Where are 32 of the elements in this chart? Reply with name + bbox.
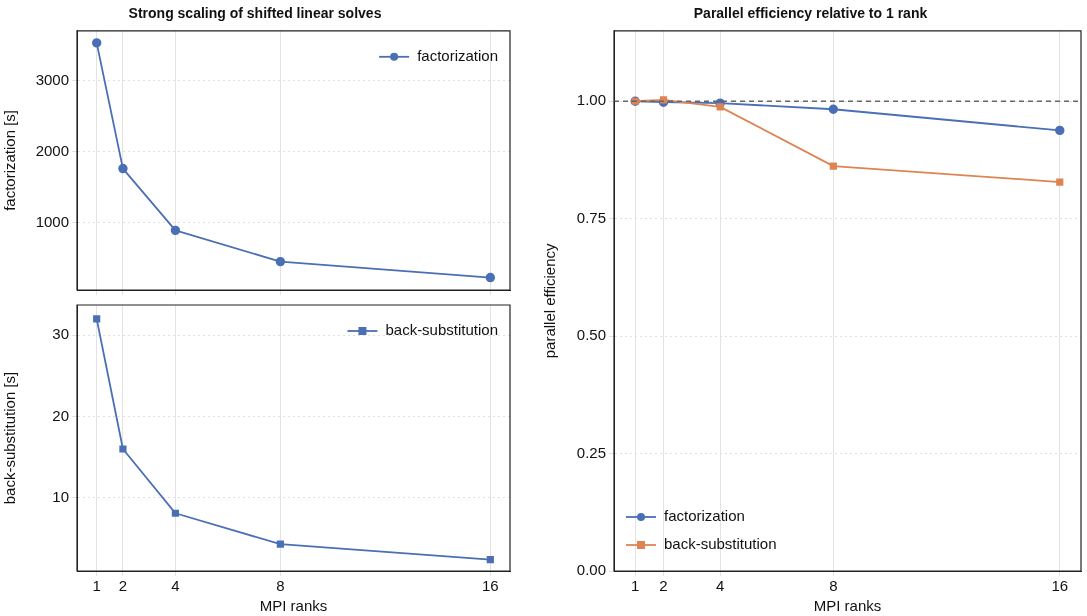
legend-label: factorization — [417, 46, 498, 64]
y-tick-label: 2000 — [35, 141, 69, 159]
x-tick-label: 4 — [171, 577, 180, 595]
y-axis-title: back-substitution [s] — [1, 371, 19, 505]
x-tick-label: 4 — [715, 577, 725, 595]
y-tick-label: 0.00 — [576, 561, 606, 579]
x-tick-label: 1 — [92, 577, 101, 595]
y-tick-label: 1000 — [35, 212, 69, 230]
y-tick-label: 10 — [52, 487, 69, 505]
chart-title: Strong scaling of shifted linear solves — [128, 5, 382, 22]
y-axis-title: parallel efficiency — [541, 243, 559, 359]
x-axis-title: MPI ranks — [259, 597, 328, 615]
x-tick-label: 2 — [659, 577, 668, 595]
y-tick-label: 1.00 — [576, 91, 606, 109]
y-tick-label: 0.25 — [576, 443, 606, 461]
x-tick-label: 16 — [481, 577, 499, 595]
chart-title: Parallel efficiency relative to 1 rank — [693, 5, 928, 22]
y-tick-label: 3000 — [35, 70, 69, 88]
y-tick-label: 20 — [52, 406, 69, 424]
x-tick-label: 1 — [631, 577, 640, 595]
x-axis-title: MPI ranks — [813, 597, 882, 615]
x-tick-label: 16 — [1051, 577, 1069, 595]
y-tick-label: 30 — [52, 325, 69, 343]
y-axis-title: factorization [s] — [1, 109, 19, 211]
legend-label: back-substitution — [385, 321, 498, 339]
x-tick-label: 8 — [829, 577, 838, 595]
y-tick-label: 0.75 — [576, 208, 606, 226]
legend-label: factorization — [664, 507, 745, 525]
y-tick-label: 0.50 — [576, 326, 606, 344]
legend-label: back-substitution — [664, 535, 777, 553]
x-tick-label: 8 — [276, 577, 285, 595]
x-tick-label: 2 — [118, 577, 128, 595]
